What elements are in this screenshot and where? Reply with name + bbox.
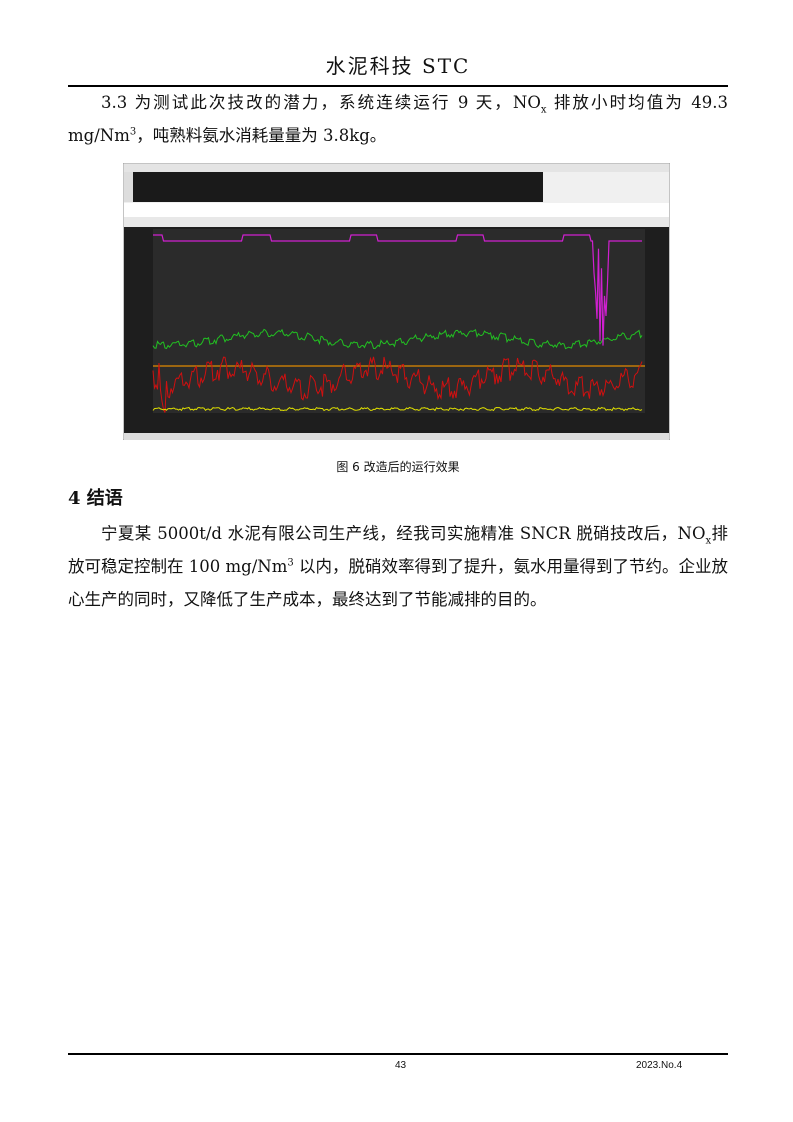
figure-image [123,163,670,440]
table-blank [124,203,669,217]
text-run: 3 [287,557,294,569]
header-rule [68,85,728,87]
yellow-trace [152,406,643,412]
figure-caption: 图 6 改造后的运行效果 [336,460,460,474]
page-number: 43 [395,1060,407,1071]
text-run: 以内，脱硝效率得到了提升，氨水用量得到了节约。企业放心生产的同时，又降低了生产成… [68,557,728,609]
text-run: ，吨熟料氨水消耗量量为 3.8kg。 [136,126,387,145]
footer-rule [68,1053,728,1055]
text-run: x [705,535,712,547]
text-run: 3 [129,126,137,138]
toolbar [124,217,669,227]
text-run: 排放小时均值为 49.3 mg/Nm [68,93,729,145]
plot-area [153,229,645,413]
paragraph: 宁夏某 5000t/d 水泥有限公司生产线，经我司实施精准 SNCR 脱硝技改后… [68,517,728,616]
magenta-trace [153,234,642,346]
issue: 2023.No.4 [636,1060,683,1071]
green-trace [152,328,643,350]
text-run: 排放可稳定控制在 100 mg/Nm [68,524,728,576]
section-heading: 4 结语 [68,488,123,509]
red-trace [152,356,643,413]
text-run: x [540,104,547,116]
text-run: 宁夏某 5000t/d 水泥有限公司生产线，经我司实施精准 SNCR 脱硝技改后… [101,524,706,543]
text-run: 3.3 为测试此次技改的潜力，系统连续运行 9 天，NO [101,93,541,112]
header-title: 水泥科技 STC [325,54,471,78]
table-index [124,172,133,202]
table-body [133,172,543,202]
statusbar [124,433,669,440]
table-header [124,164,669,172]
paragraph: 3.3 为测试此次技改的潜力，系统连续运行 9 天，NOx 排放小时均值为 49… [68,86,728,152]
